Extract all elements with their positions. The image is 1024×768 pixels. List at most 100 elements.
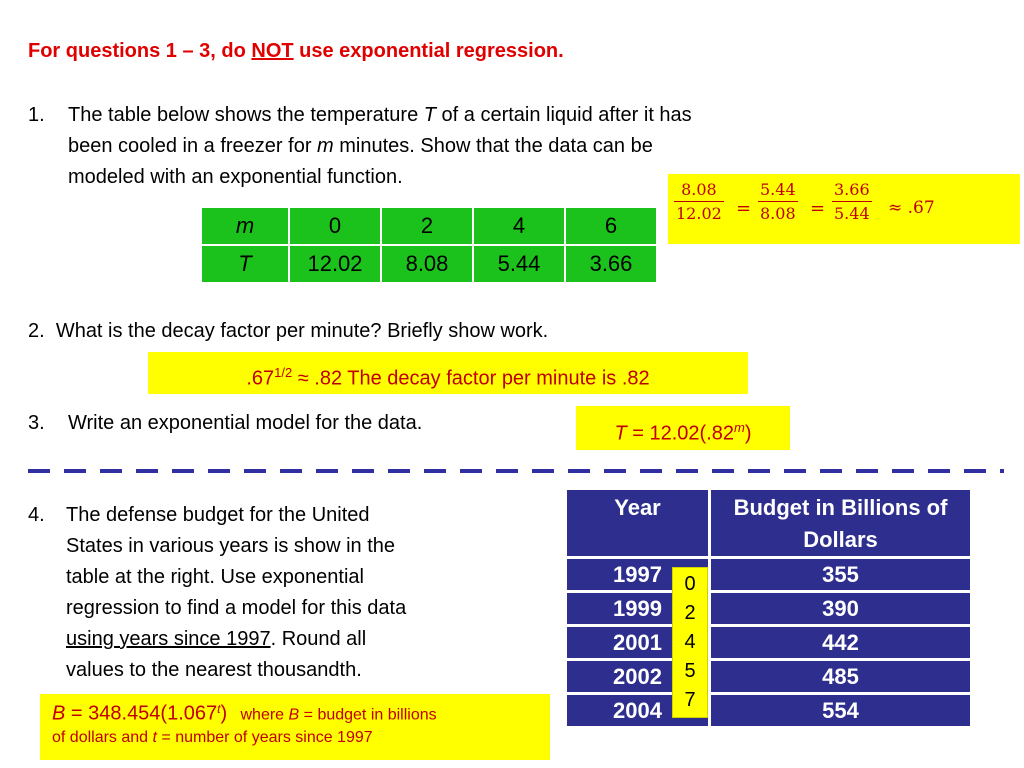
regression-line-1: B = 348.454(1.067t) where B = budget in … xyxy=(52,702,550,725)
years-since-value: 0 xyxy=(684,573,696,595)
table-cell: 4 xyxy=(472,206,566,246)
table-row: T 12.02 8.08 5.44 3.66 xyxy=(200,244,658,284)
decay-factor-answer: .671/2 ≈ .82 The decay factor per minute… xyxy=(148,352,748,394)
q1-var-T: T xyxy=(423,104,436,126)
temperature-table: m 0 2 4 6 T 12.02 8.08 5.44 3.66 xyxy=(200,206,658,284)
answer-base: .67 xyxy=(246,367,275,390)
answer-var-B: B xyxy=(52,702,66,725)
question-4-line: The defense budget for the United xyxy=(66,504,370,526)
fraction-numerator: 3.66 xyxy=(832,180,872,202)
answer-var-T: T xyxy=(614,422,627,445)
instructions-heading: For questions 1 – 3, do NOT use exponent… xyxy=(28,40,564,63)
answer-text: ) xyxy=(744,422,752,445)
question-4-line: regression to find a model for this data xyxy=(66,597,407,619)
question-2-number: 2. xyxy=(28,320,45,342)
question-4-line: States in various years is show in the xyxy=(66,535,396,557)
table-cell: 8.08 xyxy=(380,244,474,284)
column-header-budget: Budget in Billions of Dollars xyxy=(708,487,973,559)
question-3-number: 3. xyxy=(28,412,45,434)
question-4-line: values to the nearest thousandth. xyxy=(66,659,362,681)
table-cell: 6 xyxy=(564,206,658,246)
table-cell: T xyxy=(200,244,290,284)
where-text: where xyxy=(240,706,289,724)
q1-text: minutes. Show that the data can be xyxy=(333,135,653,157)
table-cell: 442 xyxy=(708,624,973,661)
answer-exponent: 1/2 xyxy=(274,365,293,380)
q1-var-m: m xyxy=(317,135,334,157)
table-row: 1999 390 xyxy=(564,590,973,627)
table-cell: 355 xyxy=(708,556,973,593)
heading-prefix: For questions 1 – 3, do xyxy=(28,40,252,62)
q4-text: . Round all xyxy=(270,628,367,650)
table-cell: 12.02 xyxy=(288,244,382,284)
question-3-text: Write an exponential model for the data. xyxy=(68,412,423,434)
table-row: 2001 442 xyxy=(564,624,973,661)
fraction-denominator: 5.44 xyxy=(834,204,870,223)
table-row: 2002 485 xyxy=(564,658,973,695)
table-row: 1997 355 xyxy=(564,556,973,593)
defense-budget-table: Year Budget in Billions of Dollars 1997 … xyxy=(564,487,973,729)
question-1: 1. The table below shows the temperature… xyxy=(28,100,888,195)
regression-line-2: of dollars and t = number of years since… xyxy=(52,729,550,747)
table-cell: 0 xyxy=(288,206,382,246)
fraction-numerator: 5.44 xyxy=(758,180,798,202)
table-cell: 390 xyxy=(708,590,973,627)
question-4: 4. The defense budget for the United Sta… xyxy=(28,500,528,690)
table-cell: m xyxy=(200,206,290,246)
table-cell: 554 xyxy=(708,692,973,729)
years-since-value: 4 xyxy=(684,631,696,653)
table-cell: 485 xyxy=(708,658,973,695)
answer-exponent: m xyxy=(734,420,745,435)
where-text: = budget in billions xyxy=(299,706,437,724)
answer-text: = 12.02(.82 xyxy=(626,422,734,445)
question-2: 2. What is the decay factor per minute? … xyxy=(28,316,548,347)
section-divider xyxy=(28,469,1004,473)
question-1-line-2: been cooled in a freezer for m minutes. … xyxy=(68,131,653,162)
ratio-fraction-1: 8.08 12.02 xyxy=(674,180,724,223)
where-var-B: B xyxy=(288,706,300,724)
fraction-denominator: 12.02 xyxy=(676,204,722,223)
question-1-line-3: modeled with an exponential function. xyxy=(68,166,403,188)
ratio-answer-box: 8.08 12.02 = 5.44 8.08 = 3.66 5.44 ≈ .67 xyxy=(668,174,1020,244)
answer-equation: = 348.454(1.067 xyxy=(65,702,218,725)
question-3: 3. Write an exponential model for the da… xyxy=(28,408,422,439)
ratio-fraction-2: 5.44 8.08 xyxy=(758,180,798,223)
years-since-1997-column: 0 2 4 5 7 xyxy=(672,567,708,718)
question-1-number: 1. xyxy=(28,104,45,126)
q1-text: of a certain liquid after it has xyxy=(435,104,692,126)
fraction-denominator: 8.08 xyxy=(760,204,796,223)
where-text: of dollars and xyxy=(52,729,153,747)
regression-answer: B = 348.454(1.067t) where B = budget in … xyxy=(40,694,550,760)
heading-underlined: NOT xyxy=(251,40,294,62)
years-since-value: 2 xyxy=(684,602,696,624)
table-cell: 3.66 xyxy=(564,244,658,284)
table-header-row: Year Budget in Billions of Dollars xyxy=(564,487,973,559)
years-since-value: 5 xyxy=(684,660,696,682)
question-4-line: using years since 1997. Round all xyxy=(66,624,366,655)
q1-text: The table below shows the temperature xyxy=(68,104,424,126)
column-header-year: Year xyxy=(564,487,711,559)
underlined-text: using years since 1997 xyxy=(66,628,271,650)
years-since-value: 7 xyxy=(684,689,696,711)
table-cell: 2 xyxy=(380,206,474,246)
q1-text: been cooled in a freezer for xyxy=(68,135,318,157)
ratio-fraction-3: 3.66 5.44 xyxy=(832,180,872,223)
question-4-number: 4. xyxy=(28,504,45,526)
equals-sign: = xyxy=(736,198,752,219)
table-row: 2004 554 xyxy=(564,692,973,729)
table-row: m 0 2 4 6 xyxy=(200,206,658,246)
where-text: = number of years since 1997 xyxy=(156,729,373,747)
question-2-text: What is the decay factor per minute? Bri… xyxy=(55,320,549,342)
answer-exponent: t xyxy=(217,702,221,716)
answer-close: ) xyxy=(220,702,228,725)
approx-result: ≈ .67 xyxy=(888,198,935,218)
where-var-t: t xyxy=(152,729,157,747)
answer-text: ≈ .82 The decay factor per minute is .82 xyxy=(292,367,650,390)
question-4-line: table at the right. Use exponential xyxy=(66,566,364,588)
question-1-line-1: The table below shows the temperature T … xyxy=(68,100,692,131)
equals-sign: = xyxy=(810,198,826,219)
fraction-numerator: 8.08 xyxy=(674,180,724,202)
model-answer: T = 12.02(.82m) xyxy=(576,406,790,450)
table-cell: 5.44 xyxy=(472,244,566,284)
heading-suffix: use exponential regression. xyxy=(293,40,564,62)
